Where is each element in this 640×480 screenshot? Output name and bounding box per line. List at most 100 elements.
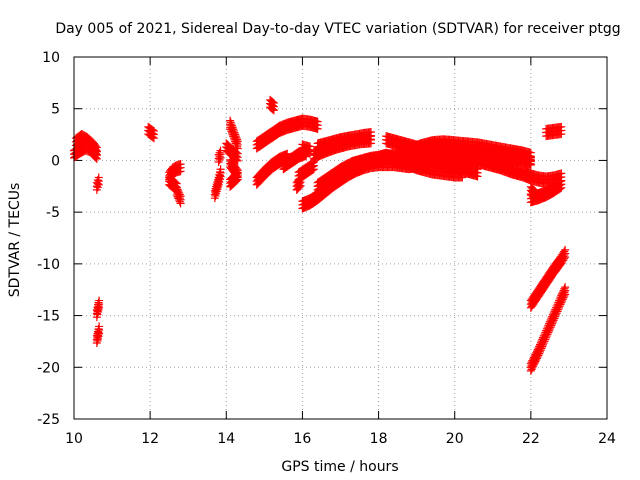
data-point: [556, 184, 565, 193]
data-point: [267, 97, 276, 106]
data-point: [176, 199, 185, 208]
data-point: [557, 298, 566, 307]
data-point: [233, 135, 242, 144]
data-point: [551, 312, 560, 321]
data-point: [229, 125, 238, 134]
data-point: [94, 173, 103, 182]
plot-frame: [73, 56, 608, 420]
data-point: [91, 142, 100, 151]
data-point: [558, 296, 567, 305]
data-point: [309, 165, 318, 174]
data-point: [95, 303, 104, 312]
x-tick-label: 22: [522, 431, 540, 447]
data-point: [561, 245, 570, 254]
data-point: [542, 333, 551, 342]
data-point: [231, 130, 240, 139]
data-point: [172, 183, 181, 192]
data-point: [561, 253, 570, 262]
data-point: [232, 176, 241, 185]
data-point: [529, 185, 538, 194]
series-sat-q: [252, 114, 322, 153]
series-sat-j: [210, 165, 225, 203]
data-point: [231, 177, 240, 186]
data-point: [233, 168, 242, 177]
data-point: [229, 126, 238, 135]
x-tick-label: 12: [141, 431, 159, 447]
data-point: [95, 296, 104, 305]
data-point: [557, 183, 566, 192]
x-tick-label: 10: [65, 431, 83, 447]
data-point: [561, 290, 570, 299]
data-point: [560, 254, 569, 263]
data-point: [559, 293, 568, 302]
y-tick-label: 5: [51, 102, 60, 118]
data-point: [226, 118, 235, 127]
data-point: [557, 176, 566, 185]
data-point: [233, 175, 242, 184]
data-point: [269, 106, 278, 115]
data-point: [216, 165, 225, 174]
series-sat-ad: [427, 137, 535, 170]
data-point: [269, 99, 278, 108]
data-point: [173, 185, 182, 194]
data-point: [313, 124, 322, 133]
data-point: [556, 300, 565, 309]
data-point: [560, 284, 569, 293]
data-point: [557, 169, 566, 178]
series-sat-i: [172, 183, 185, 208]
data-point: [233, 137, 242, 146]
data-point: [149, 126, 158, 135]
data-point: [539, 340, 548, 349]
data-point: [536, 346, 545, 355]
y-tick-label: 10: [42, 50, 60, 66]
data-point: [549, 316, 558, 325]
data-point: [176, 167, 185, 176]
data-point: [526, 161, 535, 170]
data-point: [526, 153, 535, 162]
series-sat-c: [92, 173, 103, 194]
y-tick-label: -25: [37, 412, 60, 428]
series-sat-p: [266, 95, 278, 115]
data-point: [540, 337, 549, 346]
series-sat-z: [313, 127, 375, 155]
data-point: [557, 122, 566, 131]
data-point: [175, 190, 184, 199]
data-point: [535, 347, 544, 356]
data-point: [550, 314, 559, 323]
series-sat-aj: [526, 283, 570, 375]
data-point: [545, 326, 554, 335]
data-point: [530, 186, 539, 195]
data-point: [548, 319, 557, 328]
data-point: [555, 302, 564, 311]
x-axis-ticks: 10 12 14 16 18 20 22 24: [65, 57, 616, 447]
series-sat-ah: [542, 122, 566, 141]
data-point: [548, 317, 557, 326]
data-point: [543, 330, 552, 339]
data-points: [70, 95, 570, 375]
data-point: [230, 128, 239, 137]
series-sat-ai: [526, 245, 570, 312]
data-point: [268, 98, 277, 107]
data-point: [92, 150, 101, 159]
data-point: [554, 305, 563, 314]
data-point: [216, 153, 225, 162]
series-sat-f: [144, 122, 158, 143]
data-point: [94, 180, 103, 189]
x-tick-label: 16: [294, 431, 312, 447]
data-point: [533, 352, 542, 361]
data-point: [296, 181, 305, 190]
y-axis-label: SDTVAR / TECUs: [7, 183, 23, 298]
series-sat-ag: [526, 182, 539, 203]
series-sat-o: [226, 168, 242, 191]
data-point: [545, 325, 554, 334]
data-point: [308, 165, 317, 174]
data-point: [170, 178, 179, 187]
x-tick-label: 20: [446, 431, 464, 447]
data-point: [227, 121, 236, 130]
data-point: [171, 178, 180, 187]
y-tick-label: -10: [37, 257, 60, 273]
y-tick-label: -20: [37, 360, 60, 376]
data-point: [366, 135, 375, 144]
